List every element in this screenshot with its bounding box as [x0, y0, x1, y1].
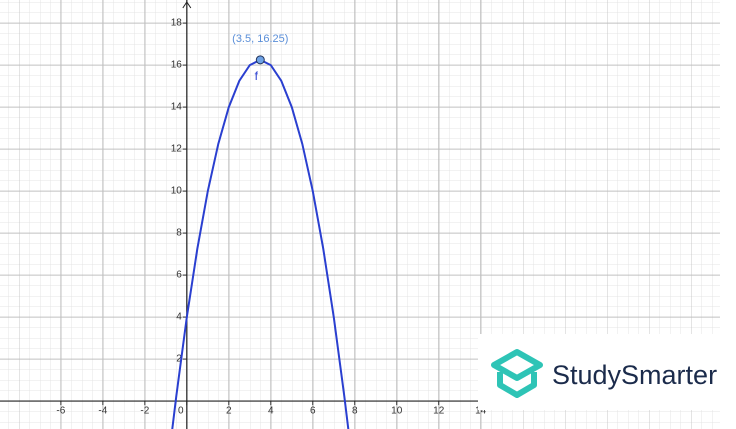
x-tick-label: 2 — [226, 406, 232, 417]
y-tick-label: 2 — [176, 354, 182, 365]
x-tick-label: 0 — [178, 406, 184, 417]
y-tick-label: 16 — [171, 60, 183, 71]
x-tick-label: -2 — [140, 406, 149, 417]
x-tick-label: 6 — [310, 406, 316, 417]
y-tick-label: 18 — [171, 18, 183, 29]
logo-icon — [491, 349, 543, 398]
x-tick-label: -4 — [98, 406, 107, 417]
y-tick-label: 8 — [176, 228, 182, 239]
curve-label: f — [255, 69, 259, 83]
logo-text: StudySmarter — [552, 360, 717, 390]
y-tick-label: 4 — [176, 312, 182, 323]
x-tick-label: 8 — [352, 406, 358, 417]
y-tick-label: 6 — [176, 270, 182, 281]
point-label: (3.5, 16.25) — [232, 33, 288, 45]
x-tick-label: -6 — [56, 406, 65, 417]
y-axis-arrow — [182, 1, 192, 9]
vertex-point — [255, 55, 265, 65]
y-tick-label: 12 — [171, 144, 183, 155]
logo: StudySmarter — [478, 334, 720, 410]
x-tick-label: 12 — [433, 406, 445, 417]
y-tick-label: 10 — [171, 186, 183, 197]
y-tick-label: 14 — [171, 102, 183, 113]
x-tick-label: 10 — [391, 406, 403, 417]
x-tick-label: 4 — [268, 406, 274, 417]
x-tick-label: 14 — [475, 406, 487, 417]
